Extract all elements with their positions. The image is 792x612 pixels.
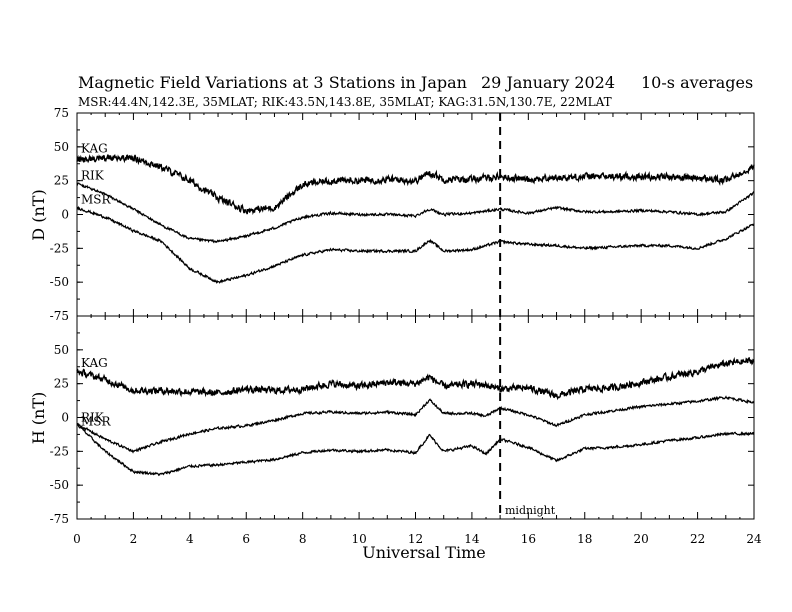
x-tick-label: 20 — [634, 532, 649, 546]
x-tick-label: 12 — [408, 532, 423, 546]
x-tick-label: 18 — [577, 532, 592, 546]
y-tick-label: 0 — [61, 208, 69, 222]
y-tick-label: 75 — [54, 106, 69, 120]
y-tick-label: -75 — [50, 512, 69, 526]
y-tick-label: 50 — [54, 140, 69, 154]
midnight-label: midnight — [505, 504, 556, 517]
x-tick-label: 24 — [746, 532, 762, 546]
chart-date: 29 January 2024 — [481, 73, 615, 92]
y-tick-label: -75 — [50, 309, 69, 323]
y-tick-label: 50 — [54, 343, 69, 357]
y-tick-label: 25 — [54, 377, 69, 391]
y-tick-label: -50 — [50, 478, 69, 492]
station-label-rik: RIK — [81, 169, 105, 183]
station-label-rik: RIK — [81, 411, 105, 425]
x-tick-label: 22 — [690, 532, 705, 546]
station-label-msr: MSR — [81, 193, 112, 207]
y-tick-label: -25 — [50, 241, 69, 255]
y-tick-label: 0 — [61, 411, 69, 425]
series-line-msr — [76, 422, 755, 477]
y-tick-label: -25 — [50, 444, 69, 458]
series-line-rik — [76, 182, 755, 244]
series-line-kag — [76, 356, 755, 401]
chart-averaging: 10-s averages — [641, 73, 753, 92]
top-ylabel: D (nT) — [29, 189, 48, 240]
station-label-msr: MSR — [81, 414, 112, 428]
series-line-kag — [76, 153, 755, 216]
x-tick-label: 0 — [73, 532, 81, 546]
x-tick-label: 10 — [351, 532, 366, 546]
series-line-rik — [76, 395, 755, 454]
stations-info: MSR:44.4N,142.3E, 35MLAT; RIK:43.5N,143.… — [78, 95, 612, 109]
x-tick-label: 6 — [242, 532, 250, 546]
x-tick-label: 2 — [130, 532, 138, 546]
y-tick-label: -50 — [50, 275, 69, 289]
xlabel: Universal Time — [362, 543, 485, 562]
x-tick-label: 16 — [521, 532, 536, 546]
x-tick-label: 4 — [186, 532, 194, 546]
y-tick-label: 25 — [54, 174, 69, 188]
x-tick-label: 8 — [299, 532, 307, 546]
chart-title: Magnetic Field Variations at 3 Stations … — [78, 73, 467, 92]
series-line-msr — [76, 205, 755, 284]
station-label-kag: KAG — [81, 356, 108, 370]
x-tick-label: 14 — [464, 532, 480, 546]
bottom-ylabel: H (nT) — [29, 392, 48, 445]
station-label-kag: KAG — [81, 142, 108, 156]
